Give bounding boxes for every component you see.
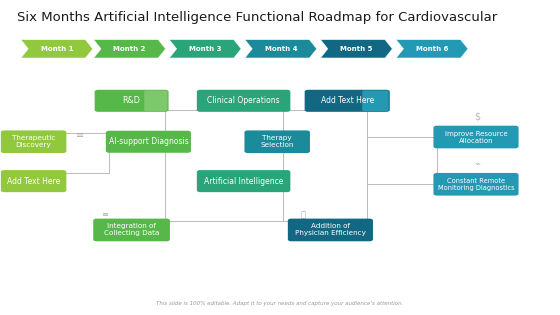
Text: Six Months Artificial Intelligence Functional Roadmap for Cardiovascular: Six Months Artificial Intelligence Funct… (17, 11, 497, 24)
FancyBboxPatch shape (95, 90, 169, 112)
Text: Month 3: Month 3 (189, 46, 222, 52)
Text: Therapy
Selection: Therapy Selection (260, 135, 294, 148)
Polygon shape (245, 40, 317, 58)
Text: Month 4: Month 4 (264, 46, 297, 52)
FancyBboxPatch shape (433, 126, 519, 148)
Text: $: $ (474, 112, 480, 122)
FancyBboxPatch shape (197, 170, 290, 192)
Text: Month 2: Month 2 (114, 46, 146, 52)
Text: Add Text Here: Add Text Here (320, 96, 374, 105)
Text: ≡: ≡ (101, 210, 108, 219)
FancyBboxPatch shape (93, 219, 170, 241)
Text: ⛹: ⛹ (301, 210, 306, 219)
Text: Month 6: Month 6 (416, 46, 448, 52)
Polygon shape (21, 40, 93, 58)
Text: Integration of
Collecting Data: Integration of Collecting Data (104, 223, 159, 237)
Polygon shape (396, 40, 468, 58)
Text: Month 5: Month 5 (340, 46, 372, 52)
FancyBboxPatch shape (305, 90, 390, 112)
Text: Artificial Intelligence: Artificial Intelligence (204, 177, 283, 186)
Text: Clinical Operations: Clinical Operations (207, 96, 280, 105)
FancyBboxPatch shape (197, 90, 290, 112)
Text: Addition of
Physician Efficiency: Addition of Physician Efficiency (295, 223, 366, 237)
Polygon shape (320, 40, 392, 58)
FancyBboxPatch shape (106, 131, 191, 153)
Text: Add Text Here: Add Text Here (7, 177, 60, 186)
Text: Constant Remote
Monitoring Diagnostics: Constant Remote Monitoring Diagnostics (438, 178, 514, 191)
Text: R&D: R&D (123, 96, 141, 105)
Text: Month 1: Month 1 (40, 46, 73, 52)
Text: Improve Resource
Allocation: Improve Resource Allocation (445, 130, 507, 144)
Polygon shape (94, 40, 166, 58)
FancyBboxPatch shape (244, 130, 310, 153)
Text: ⌁: ⌁ (474, 159, 480, 169)
FancyBboxPatch shape (1, 170, 66, 192)
Text: AI-support Diagnosis: AI-support Diagnosis (109, 137, 188, 146)
Text: Therapeutic
Discovery: Therapeutic Discovery (12, 135, 55, 148)
Polygon shape (169, 40, 241, 58)
FancyBboxPatch shape (288, 219, 373, 241)
FancyBboxPatch shape (1, 130, 66, 153)
FancyBboxPatch shape (433, 173, 519, 196)
FancyBboxPatch shape (144, 90, 167, 111)
FancyBboxPatch shape (362, 90, 389, 111)
Text: This slide is 100% editable. Adapt it to your needs and capture your audience’s : This slide is 100% editable. Adapt it to… (156, 301, 404, 306)
Text: ≡: ≡ (76, 130, 84, 140)
